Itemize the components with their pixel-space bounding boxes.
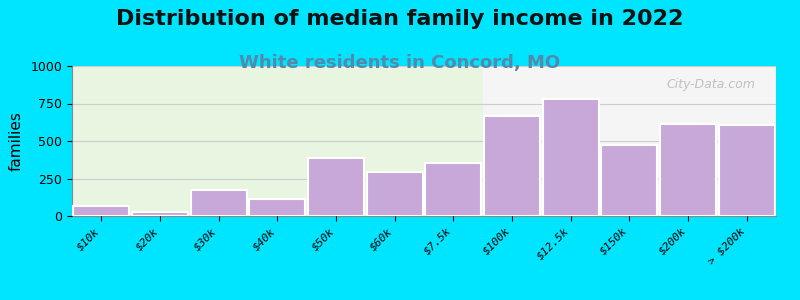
Bar <box>132 212 188 216</box>
Bar <box>602 145 658 216</box>
Bar <box>543 99 598 216</box>
Text: City-Data.com: City-Data.com <box>666 78 755 91</box>
Bar <box>660 124 716 216</box>
Text: White residents in Concord, MO: White residents in Concord, MO <box>239 54 561 72</box>
Bar <box>190 190 246 216</box>
Bar <box>482 66 776 216</box>
Y-axis label: families: families <box>9 111 23 171</box>
Bar <box>72 66 482 216</box>
Bar <box>250 199 305 216</box>
Text: Distribution of median family income in 2022: Distribution of median family income in … <box>116 9 684 29</box>
Bar <box>426 163 482 216</box>
Bar <box>719 124 774 216</box>
Bar <box>74 206 129 216</box>
Bar <box>366 172 422 216</box>
Bar <box>308 158 364 216</box>
Bar <box>484 116 540 216</box>
